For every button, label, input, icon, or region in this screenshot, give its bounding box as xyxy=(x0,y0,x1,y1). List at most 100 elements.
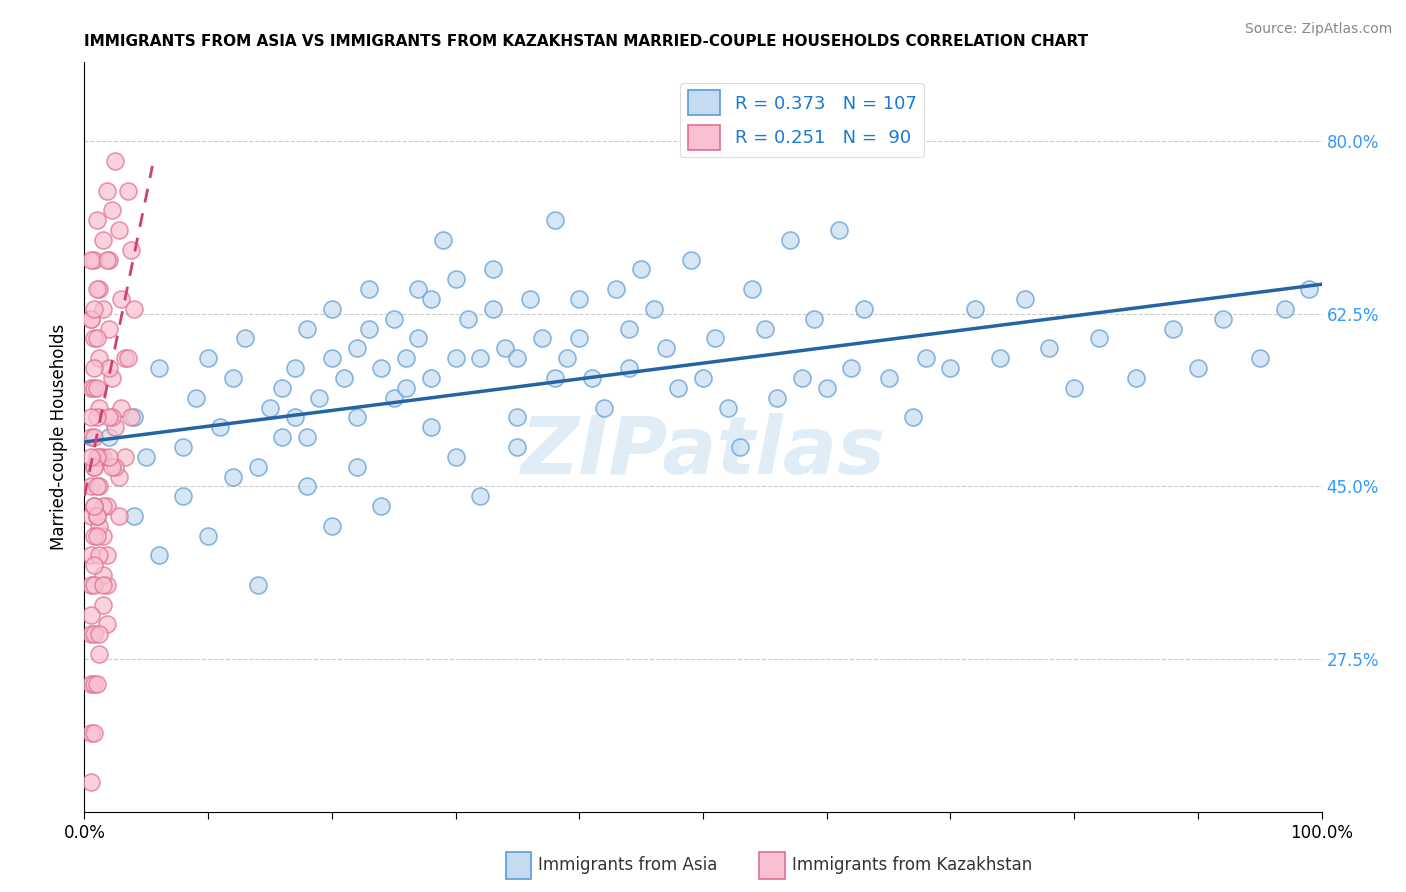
Point xyxy=(357,321,380,335)
Point xyxy=(91,233,114,247)
Point xyxy=(91,529,114,543)
Point xyxy=(108,508,131,523)
Point xyxy=(83,499,105,513)
Point xyxy=(531,331,554,345)
Point xyxy=(543,371,565,385)
Point xyxy=(617,321,640,335)
Point xyxy=(1274,301,1296,316)
Point xyxy=(83,381,105,395)
Point xyxy=(79,450,101,464)
Point xyxy=(96,184,118,198)
Point xyxy=(86,381,108,395)
Point xyxy=(79,252,101,267)
Point xyxy=(346,342,368,356)
Point xyxy=(481,301,503,316)
Point xyxy=(630,262,652,277)
Text: ZIPatlas: ZIPatlas xyxy=(520,413,886,491)
Point xyxy=(271,430,294,444)
Point xyxy=(728,440,751,454)
Point xyxy=(568,292,591,306)
Point xyxy=(98,430,121,444)
Point xyxy=(605,282,627,296)
Point xyxy=(1038,342,1060,356)
Point xyxy=(717,401,740,415)
Point xyxy=(122,508,145,523)
Point xyxy=(120,410,142,425)
Point xyxy=(333,371,356,385)
Point xyxy=(679,252,702,267)
Point xyxy=(481,262,503,277)
Point xyxy=(655,342,678,356)
Point xyxy=(172,489,194,503)
Point xyxy=(86,331,108,345)
Point xyxy=(284,361,307,376)
Point xyxy=(79,381,101,395)
Point xyxy=(741,282,763,296)
Point xyxy=(939,361,962,376)
Text: Source: ZipAtlas.com: Source: ZipAtlas.com xyxy=(1244,22,1392,37)
Point xyxy=(89,401,111,415)
Point xyxy=(1014,292,1036,306)
Point xyxy=(543,213,565,227)
Point xyxy=(308,391,330,405)
Point xyxy=(100,410,122,425)
Point xyxy=(506,351,529,366)
Point xyxy=(506,410,529,425)
Point xyxy=(841,361,863,376)
Point xyxy=(135,450,157,464)
Point xyxy=(914,351,936,366)
Point xyxy=(828,223,851,237)
Point xyxy=(666,381,689,395)
Point xyxy=(209,420,232,434)
Point xyxy=(444,450,467,464)
Point xyxy=(1063,381,1085,395)
Point xyxy=(83,499,105,513)
Point xyxy=(98,252,121,267)
Point xyxy=(79,479,101,493)
Point xyxy=(83,558,105,573)
Point xyxy=(1161,321,1184,335)
Point xyxy=(86,508,108,523)
Point xyxy=(117,351,139,366)
Point xyxy=(83,301,105,316)
Point xyxy=(704,331,727,345)
Point xyxy=(1249,351,1271,366)
Point xyxy=(89,549,111,563)
Point xyxy=(419,420,441,434)
Point xyxy=(470,351,492,366)
Point xyxy=(110,292,132,306)
Point xyxy=(122,410,145,425)
Point xyxy=(79,549,101,563)
Point xyxy=(370,499,392,513)
Point xyxy=(98,321,121,335)
Point xyxy=(83,331,105,345)
Point xyxy=(494,342,516,356)
Point xyxy=(83,459,105,474)
Point xyxy=(104,459,127,474)
Point xyxy=(100,203,122,218)
Point xyxy=(382,391,405,405)
Point xyxy=(568,331,591,345)
Point xyxy=(83,459,105,474)
Point xyxy=(89,479,111,493)
Point xyxy=(370,361,392,376)
Point xyxy=(86,508,108,523)
Point xyxy=(444,351,467,366)
Text: Immigrants from Kazakhstan: Immigrants from Kazakhstan xyxy=(792,856,1032,874)
Point xyxy=(104,420,127,434)
Point xyxy=(408,282,430,296)
Point xyxy=(79,607,101,622)
Point xyxy=(122,301,145,316)
Point xyxy=(120,243,142,257)
Point xyxy=(114,450,136,464)
Point xyxy=(555,351,578,366)
Point xyxy=(1187,361,1209,376)
Point xyxy=(108,223,131,237)
Point xyxy=(470,489,492,503)
Point xyxy=(96,617,118,632)
Point xyxy=(86,450,108,464)
Point xyxy=(148,361,170,376)
Point xyxy=(519,292,541,306)
Point xyxy=(91,301,114,316)
Point xyxy=(96,252,118,267)
